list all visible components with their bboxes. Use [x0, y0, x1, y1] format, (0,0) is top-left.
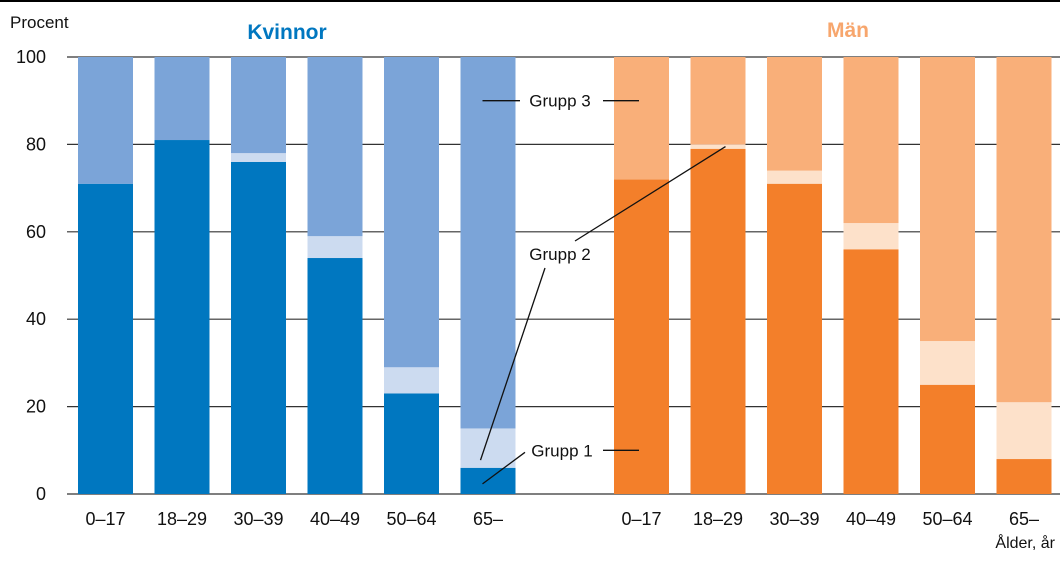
- bar-segment-grupp-2: [231, 153, 286, 162]
- y-tick-labels: 0 20 40 60 80 100: [16, 47, 46, 504]
- gridlines: [67, 56, 1060, 495]
- bar-segment-grupp-1: [384, 393, 439, 494]
- bar-segment-grupp-1: [307, 258, 363, 494]
- bar-segment-grupp-2: [843, 223, 899, 250]
- annotation-leader: [574, 146, 726, 242]
- y-tick-label: 20: [26, 397, 46, 417]
- bars: [78, 57, 1052, 495]
- bar-segment-grupp-1: [78, 183, 133, 495]
- y-axis-label: Procent: [10, 13, 69, 32]
- y-tick-label: 60: [26, 222, 46, 242]
- bar-segment-grupp-2: [767, 170, 822, 184]
- bar-segment-grupp-3: [460, 57, 516, 429]
- x-tick-label: 30–39: [233, 509, 283, 529]
- bar-segment-grupp-1: [920, 384, 975, 494]
- annotations: Grupp 3 Grupp 2 Grupp 1: [479, 92, 726, 485]
- bar-segment-grupp-1: [460, 467, 516, 494]
- bar-segment-grupp-3: [920, 57, 975, 342]
- bar-segment-grupp-3: [690, 57, 746, 145]
- panel-title-man: Män: [827, 19, 869, 42]
- bar-segment-grupp-2: [920, 341, 975, 385]
- x-tick-label: 65–: [473, 509, 503, 529]
- y-tick-label: 80: [26, 134, 46, 154]
- bar-segment-grupp-1: [767, 183, 822, 495]
- y-tick-label: 0: [36, 484, 46, 504]
- bar-segment-grupp-3: [614, 57, 669, 180]
- annotation-grupp-2: Grupp 2: [529, 245, 590, 264]
- bar-segment-grupp-3: [154, 57, 210, 141]
- annotation-leader: [482, 451, 526, 485]
- bar-segment-grupp-2: [307, 236, 363, 259]
- bar-segment-grupp-1: [996, 459, 1052, 494]
- annotation-grupp-3: Grupp 3: [529, 92, 590, 111]
- bar-segment-grupp-1: [154, 140, 210, 494]
- bar-segment-grupp-2: [384, 367, 439, 394]
- annotation-leader: [479, 267, 546, 461]
- annotation-grupp-1: Grupp 1: [531, 441, 592, 460]
- bar-segment-grupp-1: [690, 148, 746, 494]
- x-tick-label: 40–49: [310, 509, 360, 529]
- bar-segment-grupp-2: [996, 402, 1052, 460]
- x-tick-label: 0–17: [85, 509, 125, 529]
- x-tick-label: 0–17: [621, 509, 661, 529]
- y-tick-label: 100: [16, 47, 46, 67]
- bar-segment-grupp-2: [460, 428, 516, 468]
- bar-segment-grupp-1: [843, 249, 899, 494]
- x-tick-label: 65–: [1009, 509, 1039, 529]
- x-axis-label: Ålder, år: [995, 533, 1055, 552]
- x-tick-label: 18–29: [693, 509, 743, 529]
- bar-segment-grupp-2: [690, 144, 746, 149]
- bar-segment-grupp-3: [384, 57, 439, 368]
- x-tick-label: 40–49: [846, 509, 896, 529]
- y-tick-label: 40: [26, 309, 46, 329]
- bar-segment-grupp-3: [843, 57, 899, 224]
- x-tick-label: 50–64: [386, 509, 436, 529]
- bar-segment-grupp-3: [996, 57, 1052, 403]
- bar-segment-grupp-3: [767, 57, 822, 171]
- x-tick-label: 50–64: [922, 509, 972, 529]
- x-tick-label: 30–39: [769, 509, 819, 529]
- bar-segment-grupp-3: [78, 57, 133, 184]
- panel-title-kvinnor: Kvinnor: [247, 21, 326, 44]
- bar-segment-grupp-3: [307, 57, 363, 237]
- bar-segment-grupp-3: [231, 57, 286, 154]
- x-tick-label: 18–29: [157, 509, 207, 529]
- bar-segment-grupp-1: [231, 161, 286, 494]
- x-tick-labels: 0–17 18–29 30–39 40–49 50–64 65– 0–17 18–29 30–3…: [85, 509, 1039, 529]
- bar-segment-grupp-1: [614, 179, 669, 495]
